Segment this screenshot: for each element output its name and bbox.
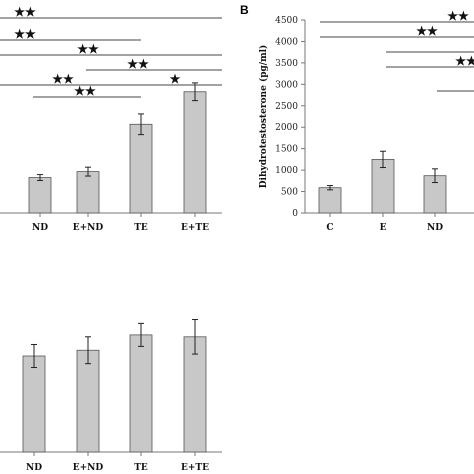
significance-stars: ★★	[455, 54, 474, 68]
significance-stars: ★★	[416, 24, 438, 38]
x-tick-label: E+TE	[181, 463, 209, 473]
x-tick-label: E+TE	[181, 223, 209, 233]
x-tick-label: TE	[134, 463, 148, 473]
x-tick-label: E+ND	[73, 223, 104, 233]
bar	[76, 349, 100, 453]
y-tick-label: 4500	[275, 16, 298, 26]
significance-stars: ★	[170, 72, 181, 86]
y-tick-label: 2500	[275, 102, 298, 112]
y-tick-label: 0	[292, 209, 298, 219]
bar	[183, 91, 207, 214]
bar	[129, 334, 153, 453]
significance-stars: ★★	[127, 57, 149, 71]
significance-stars: ★★	[52, 72, 74, 86]
bar	[129, 123, 153, 214]
y-tick-label: 3500	[275, 59, 298, 69]
x-tick-label: E+ND	[73, 463, 104, 473]
x-tick-label: C	[326, 223, 333, 233]
y-tick-label: 4000	[275, 37, 298, 47]
x-tick-label: ND	[32, 223, 48, 233]
y-tick-label: 1000	[275, 166, 298, 176]
bar	[318, 187, 342, 214]
x-tick-label: TE	[134, 223, 148, 233]
y-tick-label: 2000	[275, 123, 298, 133]
panel-b-chart: B 0 500 1000 1500 2000 2500 3000 3500 4000 4500 Dih…	[240, 3, 474, 233]
x-tick-label: ND	[26, 463, 42, 473]
y-tick-label: 3000	[275, 80, 298, 90]
significance-stars: ★★	[74, 84, 96, 98]
significance-stars: ★★	[14, 27, 36, 41]
y-tick-label: 1500	[275, 145, 298, 155]
x-tick-label: E	[380, 223, 387, 233]
panel-bottom-left-chart: ND E+ND TE E+TE	[0, 319, 222, 473]
bar	[28, 177, 52, 214]
significance-stars: ★★	[447, 9, 469, 23]
panel-letter: B	[240, 3, 249, 17]
significance-stars: ★★	[14, 5, 36, 19]
bar	[76, 171, 100, 214]
panel-top-left-chart: ND E+ND TE E+TE★★★★★★★★★★ ★★★	[0, 5, 222, 233]
bar	[22, 355, 46, 453]
significance-stars: ★★	[77, 42, 99, 56]
y-tick-label: 500	[281, 188, 298, 198]
x-tick-label: ND	[427, 223, 443, 233]
y-axis-label: Dihydrotestosterone (pg/ml)	[258, 45, 269, 189]
